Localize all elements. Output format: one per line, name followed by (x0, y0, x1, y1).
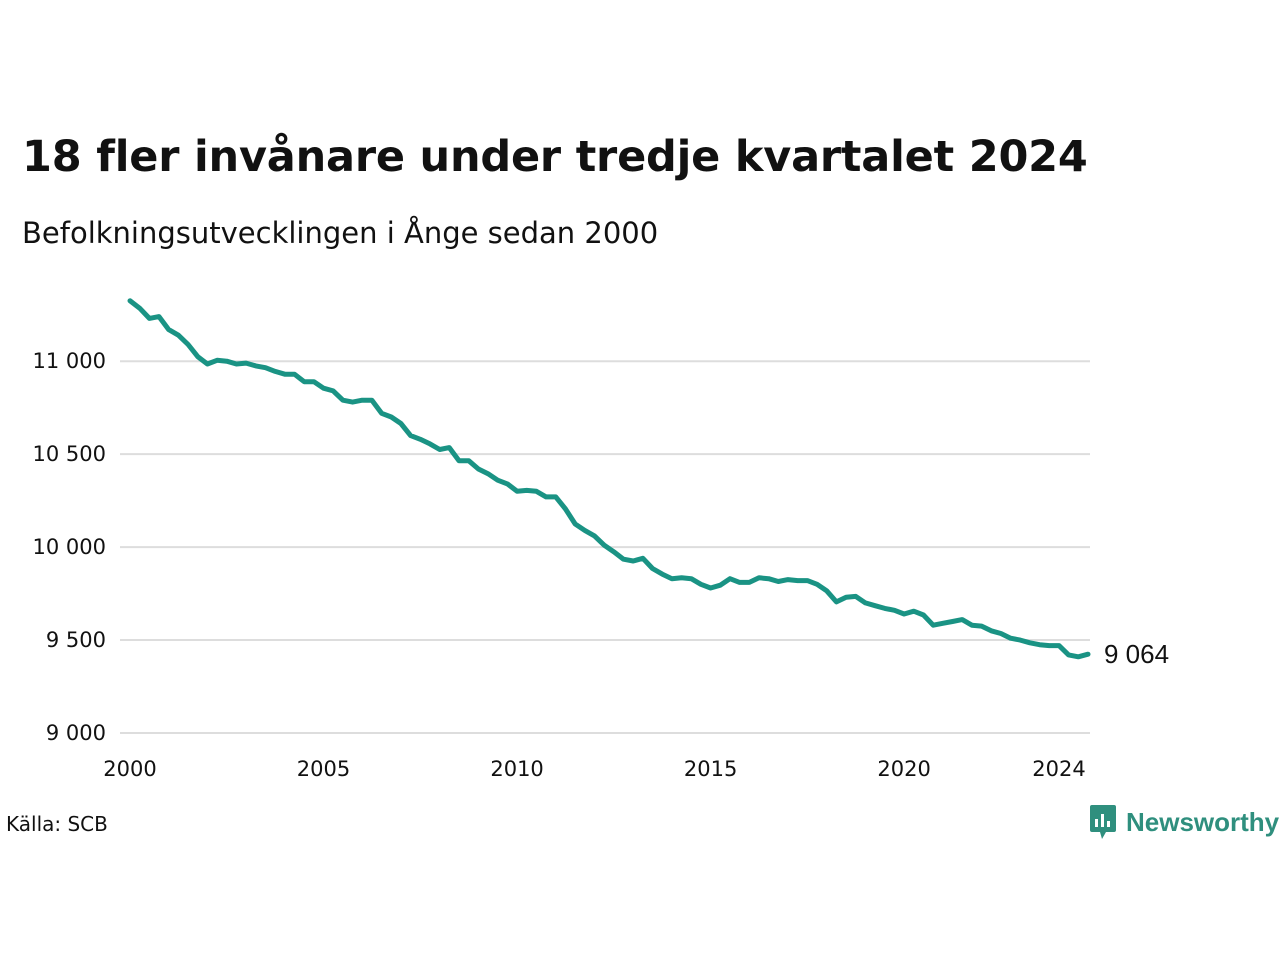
end-value-label: 9 064 (1104, 639, 1169, 669)
y-tick-label: 9 000 (46, 721, 106, 745)
brand-logo: Newsworthy (1088, 804, 1279, 840)
y-tick-label: 10 000 (33, 535, 106, 559)
line-chart: 9 000 9 500 10 000 10 500 11 000 2000 2005 201… (33, 298, 1169, 781)
y-axis: 9 000 9 500 10 000 10 500 11 000 (33, 349, 106, 745)
y-tick-label: 11 000 (33, 349, 106, 373)
y-tick-label: 10 500 (33, 442, 106, 466)
y-tick-label: 9 500 (46, 628, 106, 652)
source-note: Källa: SCB (6, 812, 108, 836)
x-tick-label: 2020 (877, 757, 930, 781)
x-tick-label: 2010 (490, 757, 543, 781)
x-tick-label: 2024 (1032, 757, 1085, 781)
series (127, 298, 1091, 660)
x-tick-label: 2000 (103, 757, 156, 781)
series-line (127, 298, 1091, 660)
x-tick-label: 2005 (297, 757, 350, 781)
newsworthy-logo-icon (1090, 805, 1116, 839)
chart-title: 18 fler invånare under tredje kvartalet … (22, 132, 1088, 182)
brand-name: Newsworthy (1126, 806, 1280, 837)
x-axis: 2000 2005 2010 2015 2020 2024 (103, 757, 1085, 781)
x-tick-label: 2015 (684, 757, 737, 781)
chart-subtitle: Befolkningsutvecklingen i Ånge sedan 200… (22, 216, 659, 250)
